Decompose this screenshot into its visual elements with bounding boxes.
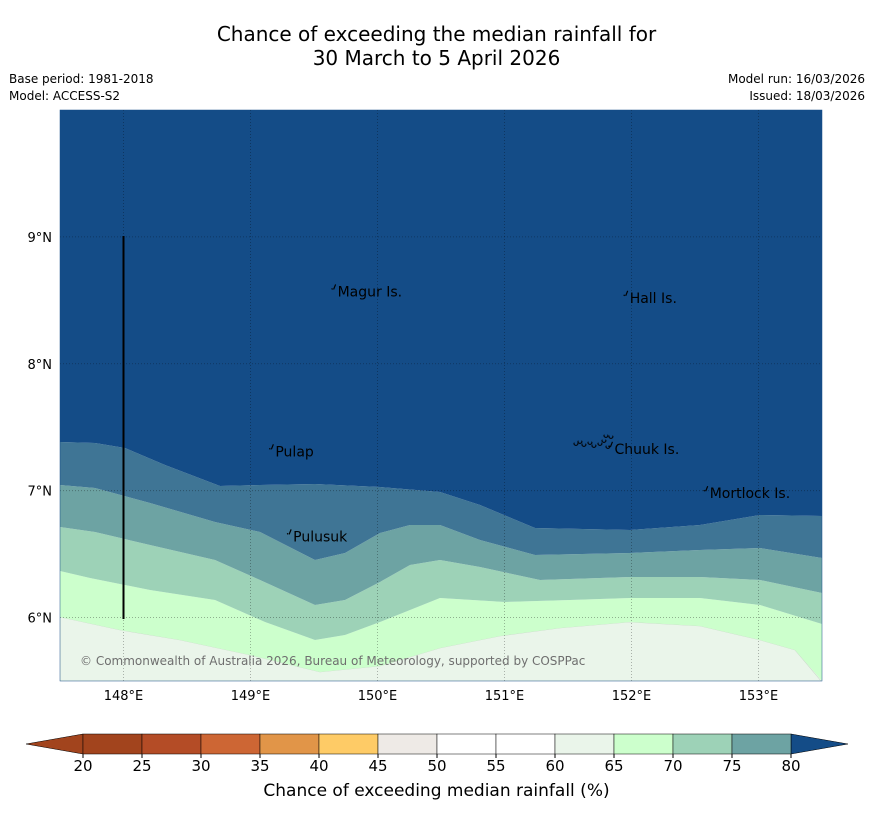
colorbar-tick-label: 75 [722, 757, 741, 775]
model-run: Model run: 16/03/2026 [727, 72, 865, 86]
island-icon [703, 485, 709, 492]
island-icon [577, 440, 583, 444]
band-75-80-fill [60, 442, 822, 560]
island-icon [601, 439, 607, 443]
island-icon [286, 529, 292, 535]
lon-tick-label: 150°E [358, 689, 398, 704]
contour-layer [60, 110, 822, 681]
colorbar-segment [141, 733, 202, 755]
title-line-2: 30 March to 5 April 2026 [312, 46, 561, 70]
place-label: Magur Is. [338, 284, 403, 300]
lat-tick-label: 7°N [28, 485, 53, 500]
band-65-70-fill [60, 527, 822, 640]
island-icon [591, 444, 597, 448]
colorbar-segment [554, 733, 615, 755]
colorbar-tick-label: 80 [781, 757, 800, 775]
island-icon [581, 443, 587, 447]
title-line-1: Chance of exceeding the median rainfall … [216, 22, 657, 46]
lat-tick-label: 8°N [28, 358, 53, 373]
base-period: Base period: 1981-2018 [9, 72, 154, 86]
colorbar-tick-label: 60 [545, 757, 564, 775]
latitude-labels: 9°N 8°N 7°N 6°N [28, 231, 53, 627]
colorbar-segment [200, 733, 261, 755]
island-icon [597, 442, 603, 446]
colorbar-label: Chance of exceeding median rainfall (%) [263, 781, 610, 801]
colorbar-tick-label: 35 [250, 757, 269, 775]
colorbar-segment [82, 733, 143, 755]
meta-right: Model run: 16/03/2026 Issued: 18/03/2026 [728, 71, 865, 105]
lat-tick-label: 9°N [28, 231, 53, 246]
island-icon [587, 441, 593, 445]
island-icon [573, 442, 579, 446]
island-icon [605, 445, 611, 449]
island-icon [603, 434, 609, 438]
colorbar-segment [259, 733, 320, 755]
colorbar-segment [731, 733, 792, 755]
lon-tick-label: 148°E [104, 689, 144, 704]
copyright-notice: © Commonwealth of Australia 2026, Bureau… [80, 654, 585, 668]
colorbar-segment [377, 733, 438, 755]
colorbar-extend-high [790, 733, 849, 755]
colorbar-segment [613, 733, 674, 755]
colorbar-tick-label: 70 [663, 757, 682, 775]
band-above-80-fill [60, 110, 822, 530]
colorbar: 20 25 30 35 40 45 50 55 60 65 70 75 80 [25, 733, 849, 775]
graticule [59, 109, 823, 682]
place-labels: Magur Is. Hall Is. Pulap Chuuk Is. Mortlock … [275, 284, 790, 545]
meta-left: Base period: 1981-2018 Model: ACCESS-S2 [9, 71, 154, 105]
island-icon [331, 284, 337, 290]
island-icon [268, 444, 274, 450]
lon-tick-label: 151°E [485, 689, 525, 704]
map-frame [59, 109, 823, 682]
island-icon [608, 435, 614, 439]
colorbar-segment [318, 733, 379, 755]
island-markers [268, 284, 709, 535]
colorbar-tick-label: 55 [486, 757, 505, 775]
island-icon [623, 290, 629, 297]
place-label: Mortlock Is. [710, 486, 790, 502]
lon-tick-label: 152°E [612, 689, 652, 704]
place-label: Chuuk Is. [614, 442, 679, 458]
lon-tick-label: 153°E [739, 689, 779, 704]
island-icon [608, 441, 614, 448]
issued-date: Issued: 18/03/2026 [749, 89, 865, 103]
colorbar-segment [436, 733, 497, 755]
model-name: Model: ACCESS-S2 [9, 89, 121, 103]
place-label: Pulusuk [293, 529, 348, 545]
colorbar-tick-label: 40 [309, 757, 328, 775]
colorbar-extend-low [25, 733, 84, 755]
colorbar-segment [672, 733, 733, 755]
colorbar-tick-label: 45 [368, 757, 387, 775]
colorbar-tick-label: 25 [132, 757, 151, 775]
place-label: Pulap [275, 444, 314, 460]
band-70-75-fill [60, 485, 822, 605]
lon-tick-label: 149°E [231, 689, 271, 704]
chart-title: Chance of exceeding the median rainfall … [0, 22, 873, 70]
colorbar-segment [495, 733, 556, 755]
place-label: Hall Is. [630, 291, 677, 307]
colorbar-tick-label: 65 [604, 757, 623, 775]
colorbar-tick-label: 30 [191, 757, 210, 775]
colorbar-tick-label: 50 [427, 757, 446, 775]
longitude-labels: 148°E 149°E 150°E 151°E 152°E 153°E [104, 689, 779, 704]
band-60-65-fill [60, 571, 822, 681]
lat-tick-label: 6°N [28, 612, 53, 627]
colorbar-tick-label: 20 [73, 757, 92, 775]
